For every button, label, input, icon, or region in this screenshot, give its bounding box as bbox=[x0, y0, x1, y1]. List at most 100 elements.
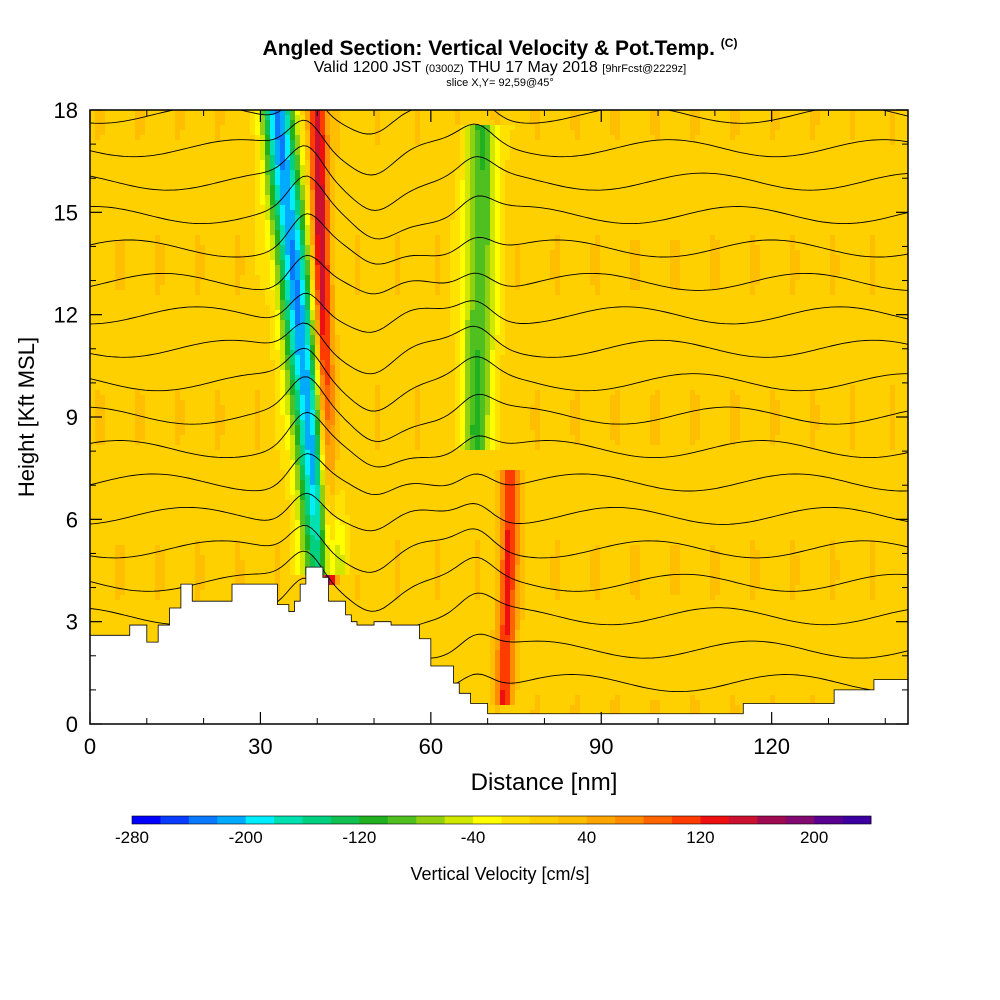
velocity-cell bbox=[240, 250, 246, 256]
velocity-cell bbox=[175, 405, 181, 411]
velocity-cell bbox=[185, 420, 191, 426]
velocity-cell bbox=[170, 375, 176, 381]
velocity-cell bbox=[170, 590, 176, 596]
velocity-cell bbox=[280, 460, 286, 466]
velocity-cell bbox=[225, 570, 231, 576]
velocity-cell bbox=[100, 315, 106, 321]
velocity-cell bbox=[115, 495, 121, 501]
velocity-cell bbox=[225, 135, 231, 141]
velocity-cell bbox=[155, 120, 161, 126]
velocity-cell bbox=[255, 280, 261, 286]
velocity-cell bbox=[110, 450, 116, 456]
velocity-cell bbox=[200, 255, 206, 261]
velocity-cell bbox=[150, 110, 156, 116]
velocity-cell bbox=[205, 125, 211, 131]
velocity-cell bbox=[190, 580, 196, 586]
velocity-cell bbox=[280, 470, 286, 476]
velocity-cell bbox=[125, 125, 131, 131]
velocity-cell bbox=[255, 500, 261, 506]
velocity-cell bbox=[155, 150, 161, 156]
velocity-cell bbox=[125, 150, 131, 156]
velocity-cell bbox=[205, 450, 211, 456]
velocity-cell bbox=[180, 400, 186, 406]
velocity-cell bbox=[245, 520, 251, 526]
velocity-cell bbox=[145, 460, 151, 466]
velocity-cell bbox=[220, 340, 226, 346]
velocity-cell bbox=[225, 365, 231, 371]
velocity-cell bbox=[220, 475, 226, 481]
velocity-cell bbox=[185, 320, 191, 326]
velocity-cell bbox=[245, 175, 251, 181]
velocity-cell bbox=[100, 135, 106, 141]
velocity-cell bbox=[265, 485, 271, 491]
velocity-cell bbox=[225, 315, 231, 321]
velocity-cell bbox=[215, 310, 221, 316]
velocity-cell bbox=[200, 585, 206, 591]
velocity-cell bbox=[245, 215, 251, 221]
velocity-cell bbox=[200, 155, 206, 161]
velocity-cell bbox=[285, 320, 291, 326]
velocity-cell bbox=[190, 200, 196, 206]
velocity-cell bbox=[90, 600, 96, 606]
velocity-cell bbox=[280, 230, 286, 236]
velocity-cell bbox=[155, 525, 161, 531]
velocity-cell bbox=[235, 220, 241, 226]
velocity-cell bbox=[150, 335, 156, 341]
velocity-cell bbox=[130, 235, 136, 241]
velocity-cell bbox=[230, 240, 236, 246]
velocity-cell bbox=[250, 365, 256, 371]
velocity-cell bbox=[160, 175, 166, 181]
velocity-cell bbox=[230, 485, 236, 491]
velocity-cell bbox=[185, 170, 191, 176]
velocity-cell bbox=[140, 470, 146, 476]
velocity-cell bbox=[125, 415, 131, 421]
velocity-cell bbox=[125, 210, 131, 216]
velocity-cell bbox=[190, 430, 196, 436]
velocity-cell bbox=[125, 245, 131, 251]
velocity-cell bbox=[175, 425, 181, 431]
velocity-cell bbox=[90, 110, 96, 116]
velocity-cell bbox=[175, 250, 181, 256]
velocity-cell bbox=[90, 135, 96, 141]
velocity-cell bbox=[275, 500, 281, 506]
velocity-cell bbox=[190, 235, 196, 241]
velocity-cell bbox=[185, 520, 191, 526]
velocity-cell bbox=[120, 605, 126, 611]
velocity-cell bbox=[250, 530, 256, 536]
velocity-cell bbox=[240, 240, 246, 246]
velocity-cell bbox=[225, 445, 231, 451]
velocity-cell bbox=[170, 155, 176, 161]
velocity-cell bbox=[105, 355, 111, 361]
velocity-cell bbox=[270, 495, 276, 501]
velocity-cell bbox=[130, 425, 136, 431]
velocity-cell bbox=[165, 300, 171, 306]
velocity-cell bbox=[230, 170, 236, 176]
velocity-cell bbox=[245, 555, 251, 561]
velocity-cell bbox=[200, 265, 206, 271]
velocity-cell bbox=[160, 205, 166, 211]
velocity-cell bbox=[250, 275, 256, 281]
velocity-cell bbox=[265, 285, 271, 291]
velocity-cell bbox=[265, 235, 271, 241]
velocity-cell bbox=[265, 545, 271, 551]
velocity-cell bbox=[195, 530, 201, 536]
velocity-cell bbox=[130, 555, 136, 561]
velocity-cell bbox=[205, 120, 211, 126]
velocity-cell bbox=[105, 560, 111, 566]
velocity-cell bbox=[110, 595, 116, 601]
velocity-cell bbox=[195, 185, 201, 191]
velocity-cell bbox=[140, 330, 146, 336]
velocity-cell bbox=[185, 125, 191, 131]
velocity-cell bbox=[90, 530, 96, 536]
velocity-cell bbox=[90, 125, 96, 131]
velocity-cell bbox=[150, 160, 156, 166]
velocity-cell bbox=[285, 300, 291, 306]
velocity-cell bbox=[230, 190, 236, 196]
velocity-cell bbox=[120, 495, 126, 501]
velocity-cell bbox=[100, 380, 106, 386]
velocity-cell bbox=[160, 405, 166, 411]
velocity-cell bbox=[185, 295, 191, 301]
velocity-cell bbox=[215, 455, 221, 461]
velocity-cell bbox=[220, 570, 226, 576]
velocity-cell bbox=[140, 145, 146, 151]
